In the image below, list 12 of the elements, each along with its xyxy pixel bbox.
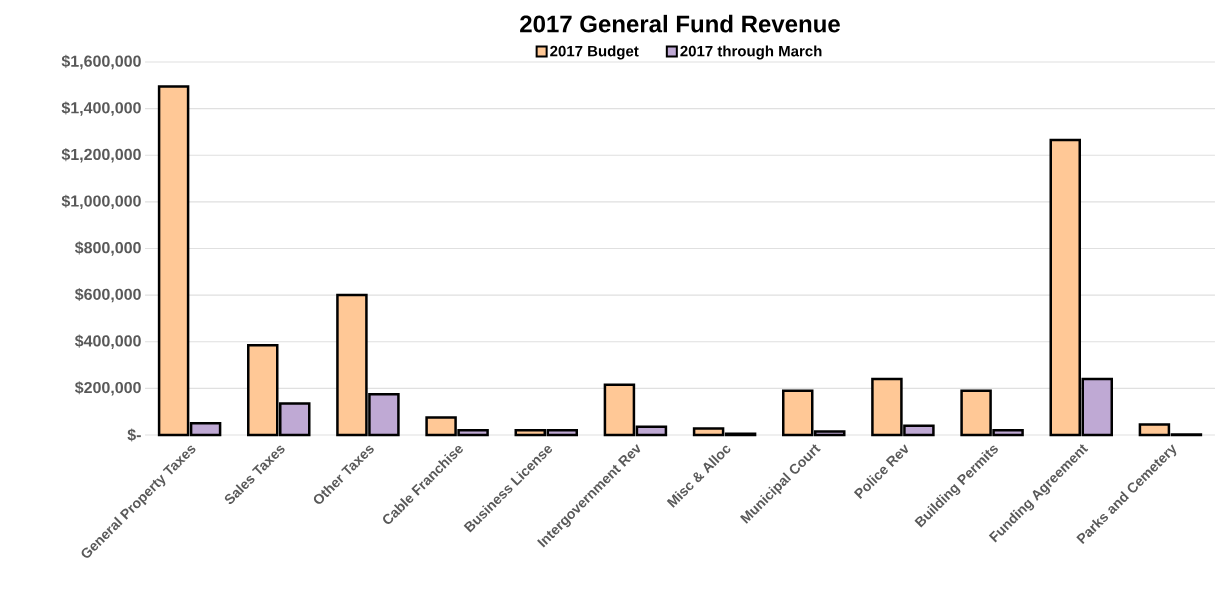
- y-tick-label: $1,000,000: [61, 194, 141, 210]
- legend-label: 2017 through March: [680, 45, 822, 60]
- y-tick-label: $800,000: [74, 241, 141, 256]
- y-tick-label: $1,600,000: [61, 54, 141, 70]
- y-tick-label: $1,400,000: [61, 101, 141, 116]
- y-tick-label: $400,000: [74, 334, 141, 349]
- legend-label: 2017 Budget: [550, 45, 639, 60]
- y-tick-label: $200,000: [74, 381, 141, 396]
- y-tick-label: $-: [127, 428, 141, 442]
- y-tick-label: $600,000: [74, 287, 141, 303]
- chart-title: 2017 General Fund Revenue: [520, 14, 840, 33]
- y-tick-label: $1,200,000: [61, 148, 141, 163]
